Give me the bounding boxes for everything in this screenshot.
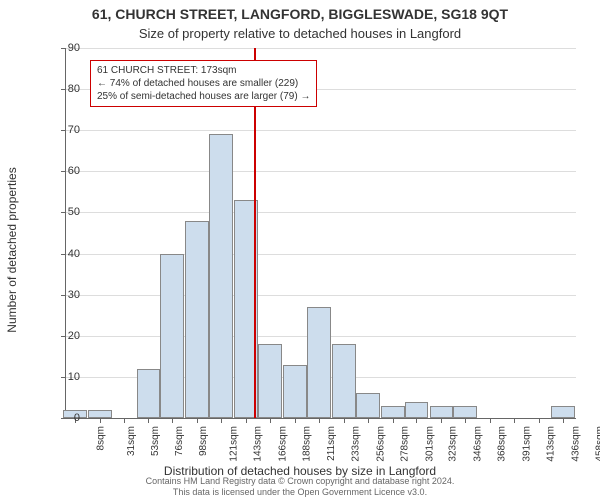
x-tick-mark [539, 418, 540, 423]
grid-line [66, 295, 576, 296]
x-tick-label: 256sqm [375, 426, 386, 462]
x-tick-label: 368sqm [497, 426, 508, 462]
x-tick-mark [197, 418, 198, 423]
histogram-bar [356, 393, 380, 418]
x-tick-label: 166sqm [278, 426, 289, 462]
x-tick-mark [221, 418, 222, 423]
y-tick-label: 70 [50, 124, 80, 136]
annotation-line: 25% of semi-detached houses are larger (… [97, 90, 310, 103]
histogram-bar [551, 406, 575, 418]
y-tick-label: 0 [50, 412, 80, 424]
histogram-bar [283, 365, 307, 418]
x-tick-label: 8sqm [95, 426, 106, 450]
x-tick-mark [148, 418, 149, 423]
x-tick-label: 413sqm [546, 426, 557, 462]
x-tick-mark [246, 418, 247, 423]
histogram-bar [88, 410, 112, 418]
x-tick-mark [465, 418, 466, 423]
histogram-bar [160, 254, 184, 418]
x-tick-label: 211sqm [326, 426, 337, 461]
x-tick-mark [441, 418, 442, 423]
histogram-bar [453, 406, 477, 418]
x-tick-label: 233sqm [350, 426, 361, 462]
x-tick-mark [368, 418, 369, 423]
y-tick-label: 60 [50, 165, 80, 177]
x-tick-mark [490, 418, 491, 423]
annotation-box: 61 CHURCH STREET: 173sqm← 74% of detache… [90, 60, 317, 107]
x-tick-label: 436sqm [571, 426, 582, 462]
x-tick-label: 53sqm [150, 426, 161, 456]
histogram-bar [258, 344, 282, 418]
x-tick-mark [416, 418, 417, 423]
chart-container: 61, CHURCH STREET, LANGFORD, BIGGLESWADE… [0, 0, 600, 500]
y-tick-label: 10 [50, 371, 80, 383]
y-tick-label: 20 [50, 330, 80, 342]
histogram-bar [307, 307, 331, 418]
x-tick-mark [563, 418, 564, 423]
histogram-bar [209, 134, 233, 418]
grid-line [66, 171, 576, 172]
y-tick-label: 40 [50, 248, 80, 260]
y-tick-label: 30 [50, 289, 80, 301]
y-axis-label: Number of detached properties [5, 167, 19, 332]
x-tick-label: 121sqm [229, 426, 240, 462]
annotation-line: ← 74% of detached houses are smaller (22… [97, 77, 310, 90]
x-tick-mark [344, 418, 345, 423]
x-tick-mark [100, 418, 101, 423]
x-tick-label: 278sqm [399, 426, 410, 462]
grid-line [66, 212, 576, 213]
x-tick-mark [172, 418, 173, 423]
histogram-bar [185, 221, 209, 418]
grid-line [66, 130, 576, 131]
y-tick-label: 90 [50, 42, 80, 54]
x-tick-label: 323sqm [448, 426, 459, 462]
chart-title-sub: Size of property relative to detached ho… [0, 26, 600, 41]
x-tick-label: 301sqm [424, 426, 435, 462]
x-tick-label: 143sqm [253, 426, 264, 462]
grid-line [66, 48, 576, 49]
x-tick-label: 31sqm [126, 426, 137, 456]
grid-line [66, 254, 576, 255]
footer-line-2: This data is licensed under the Open Gov… [0, 487, 600, 498]
y-tick-label: 80 [50, 83, 80, 95]
plot-area: 61 CHURCH STREET: 173sqm← 74% of detache… [65, 48, 576, 419]
histogram-bar [430, 406, 454, 418]
histogram-bar [137, 369, 161, 418]
x-tick-label: 458sqm [595, 426, 600, 462]
footer-line-1: Contains HM Land Registry data © Crown c… [0, 476, 600, 487]
x-tick-mark [319, 418, 320, 423]
x-tick-label: 76sqm [174, 426, 185, 456]
annotation-line: 61 CHURCH STREET: 173sqm [97, 64, 310, 77]
histogram-bar [405, 402, 429, 418]
x-tick-mark [514, 418, 515, 423]
chart-title-main: 61, CHURCH STREET, LANGFORD, BIGGLESWADE… [0, 6, 600, 22]
x-tick-mark [393, 418, 394, 423]
x-tick-label: 346sqm [473, 426, 484, 462]
x-tick-mark [295, 418, 296, 423]
x-tick-mark [124, 418, 125, 423]
x-tick-mark [270, 418, 271, 423]
y-tick-label: 50 [50, 206, 80, 218]
x-tick-label: 188sqm [302, 426, 313, 462]
chart-footer: Contains HM Land Registry data © Crown c… [0, 476, 600, 498]
x-tick-label: 391sqm [522, 426, 533, 462]
histogram-bar [381, 406, 405, 418]
histogram-bar [332, 344, 356, 418]
x-tick-label: 98sqm [198, 426, 209, 456]
